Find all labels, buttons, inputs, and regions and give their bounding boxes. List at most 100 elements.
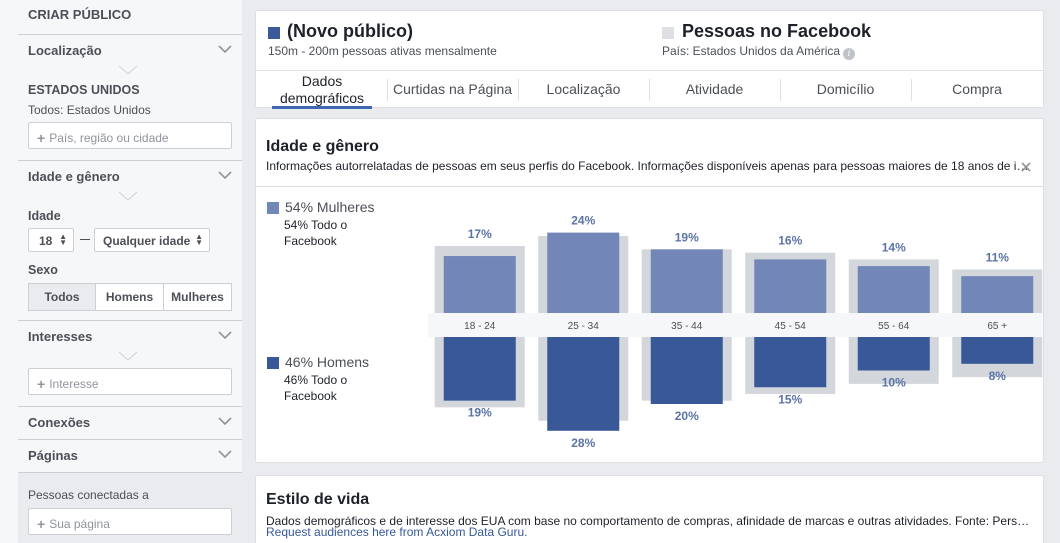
age-gender-section-header[interactable]: Idade e gênero [18,160,242,192]
audience-subtitle: 150m - 200m pessoas ativas mensalmente [268,44,497,58]
age-max-value: Qualquer idade [103,234,191,248]
tab-label: Dados demográficos [279,73,365,106]
tab-divider [387,79,388,101]
age-axis-band [428,313,1043,337]
close-icon[interactable] [1021,162,1031,172]
tab-dados-demograficos[interactable]: Dados demográficos [272,71,372,109]
tab-label: Atividade [685,81,744,97]
info-icon[interactable]: i [843,48,856,60]
age-gender-chart: 17% 18 - 24 19% 24% 25 - 34 28% 19% 35 - 44 20% 1… [428,214,1043,450]
chevron-down-icon [218,417,232,426]
pages-section-label: Páginas [28,448,78,463]
men-data-label: 10% [882,376,906,390]
women-bar [650,249,723,313]
comparison-title: Pessoas no Facebook [682,21,872,41]
age-tick-label: 25 - 34 [568,321,600,332]
men-bar [547,337,620,431]
section-notch-icon [119,352,137,361]
comparison-subtitle: País: Estados Unidos da América i [662,44,856,60]
age-tick-label: 55 - 64 [878,321,910,332]
tab-label: Curtidas na Página [392,81,513,97]
men-bar [650,337,723,404]
tab-divider [649,79,650,101]
location-section-label: Localização [28,43,102,58]
age-tick-label: 18 - 24 [464,321,496,332]
age-gender-card: Idade e gênero Informações autorrelatada… [255,118,1044,463]
connections-section-label: Conexões [28,415,91,430]
select-arrows-icon: ▲ ▼ [195,232,203,247]
men-data-label: 8% [989,369,1007,383]
men-data-label: 20% [675,409,699,423]
interests-input-placeholder: Interesse [49,377,99,391]
women-bar [961,276,1034,313]
sex-option-homens[interactable]: Homens [95,283,164,311]
chevron-down-icon [218,171,232,180]
tab-atividade[interactable]: Atividade [649,71,780,109]
pages-input[interactable]: + Sua página [28,508,232,535]
age-max-select[interactable]: Qualquer idade ▲ ▼ [94,228,210,252]
plus-icon: + [37,376,46,392]
age-min-value: 18 [39,234,53,248]
tab-curtidas-na-pagina[interactable]: Curtidas na Página [387,71,518,109]
age-tick-label: 35 - 44 [671,321,703,332]
lifestyle-title: Estilo de vida [266,491,370,508]
age-gender-description: Informações autorrelatadas de pessoas em… [266,159,1031,173]
tab-localizacao[interactable]: Localização [518,71,649,109]
men-bar [857,337,930,371]
women-data-label: 19% [675,230,699,244]
tab-divider [518,79,519,101]
men-legend-sub: 46% Todo o Facebook [284,373,348,403]
audience-color-swatch [268,27,280,39]
section-divider [256,186,1043,187]
interests-section-label: Interesses [28,329,93,344]
women-data-label: 14% [882,240,906,254]
plus-icon: + [37,130,46,146]
men-bar [443,337,516,401]
women-legend-swatch [267,202,279,214]
plus-icon: + [37,516,46,532]
age-min-select[interactable]: 18 ▲ ▼ [28,228,74,252]
tab-label: Domicílio [816,81,875,97]
connections-section-header[interactable]: Conexões [18,406,242,438]
acxiom-link[interactable]: Request audiences here from Acxiom Data … [266,525,528,539]
sex-option-todos[interactable]: Todos [28,283,96,311]
women-data-label: 11% [986,250,1010,264]
sex-option-mulheres[interactable]: Mulheres [163,283,232,311]
audience-header-card: (Novo público) 150m - 200m pessoas ativa… [255,10,1044,109]
interests-section-header[interactable]: Interesses [18,320,242,352]
age-gender-title: Idade e gênero [266,138,379,155]
women-bar [547,232,620,313]
tab-divider [911,79,912,101]
age-tick-label: 65 + [987,321,1007,332]
location-input[interactable]: + País, região ou cidade [28,122,232,149]
men-data-label: 15% [778,392,802,406]
audience-sidebar: CRIAR PÚBLICO Localização ESTADOS UNIDOS… [0,0,242,543]
lifestyle-card: Estilo de vida Dados demográficos e de i… [255,475,1044,543]
location-input-placeholder: País, região ou cidade [49,131,169,145]
age-tick-label: 45 - 54 [775,321,807,332]
insights-tabs: Dados demográficos Curtidas na Página Lo… [256,70,1043,109]
active-tab-indicator [272,106,372,109]
location-scope: Todos: Estados Unidos [28,103,151,117]
tab-domicilio[interactable]: Domicílio [780,71,911,109]
select-arrows-icon: ▲ ▼ [59,232,67,247]
women-data-label: 24% [571,214,595,228]
men-bar [961,337,1034,364]
pages-section-header[interactable]: Páginas [18,439,242,471]
age-gender-section-label: Idade e gênero [28,169,120,184]
men-legend-label: 46% Homens [285,354,370,370]
pages-connected-label: Pessoas conectadas a [28,488,149,502]
location-section-header[interactable]: Localização [18,34,242,66]
men-data-label: 19% [468,406,492,420]
age-range-dash [80,239,90,240]
tab-compra[interactable]: Compra [911,71,1043,109]
women-legend-sub: 54% Todo o Facebook [284,218,348,248]
tab-label: Localização [546,81,621,97]
chevron-down-icon [218,45,232,54]
women-legend-label: 54% Mulheres [285,199,375,215]
men-legend-swatch [267,357,279,369]
interests-input[interactable]: + Interesse [28,368,232,395]
sidebar-title: CRIAR PÚBLICO [28,7,132,22]
men-data-label: 28% [571,436,595,450]
men-bar [754,337,827,388]
